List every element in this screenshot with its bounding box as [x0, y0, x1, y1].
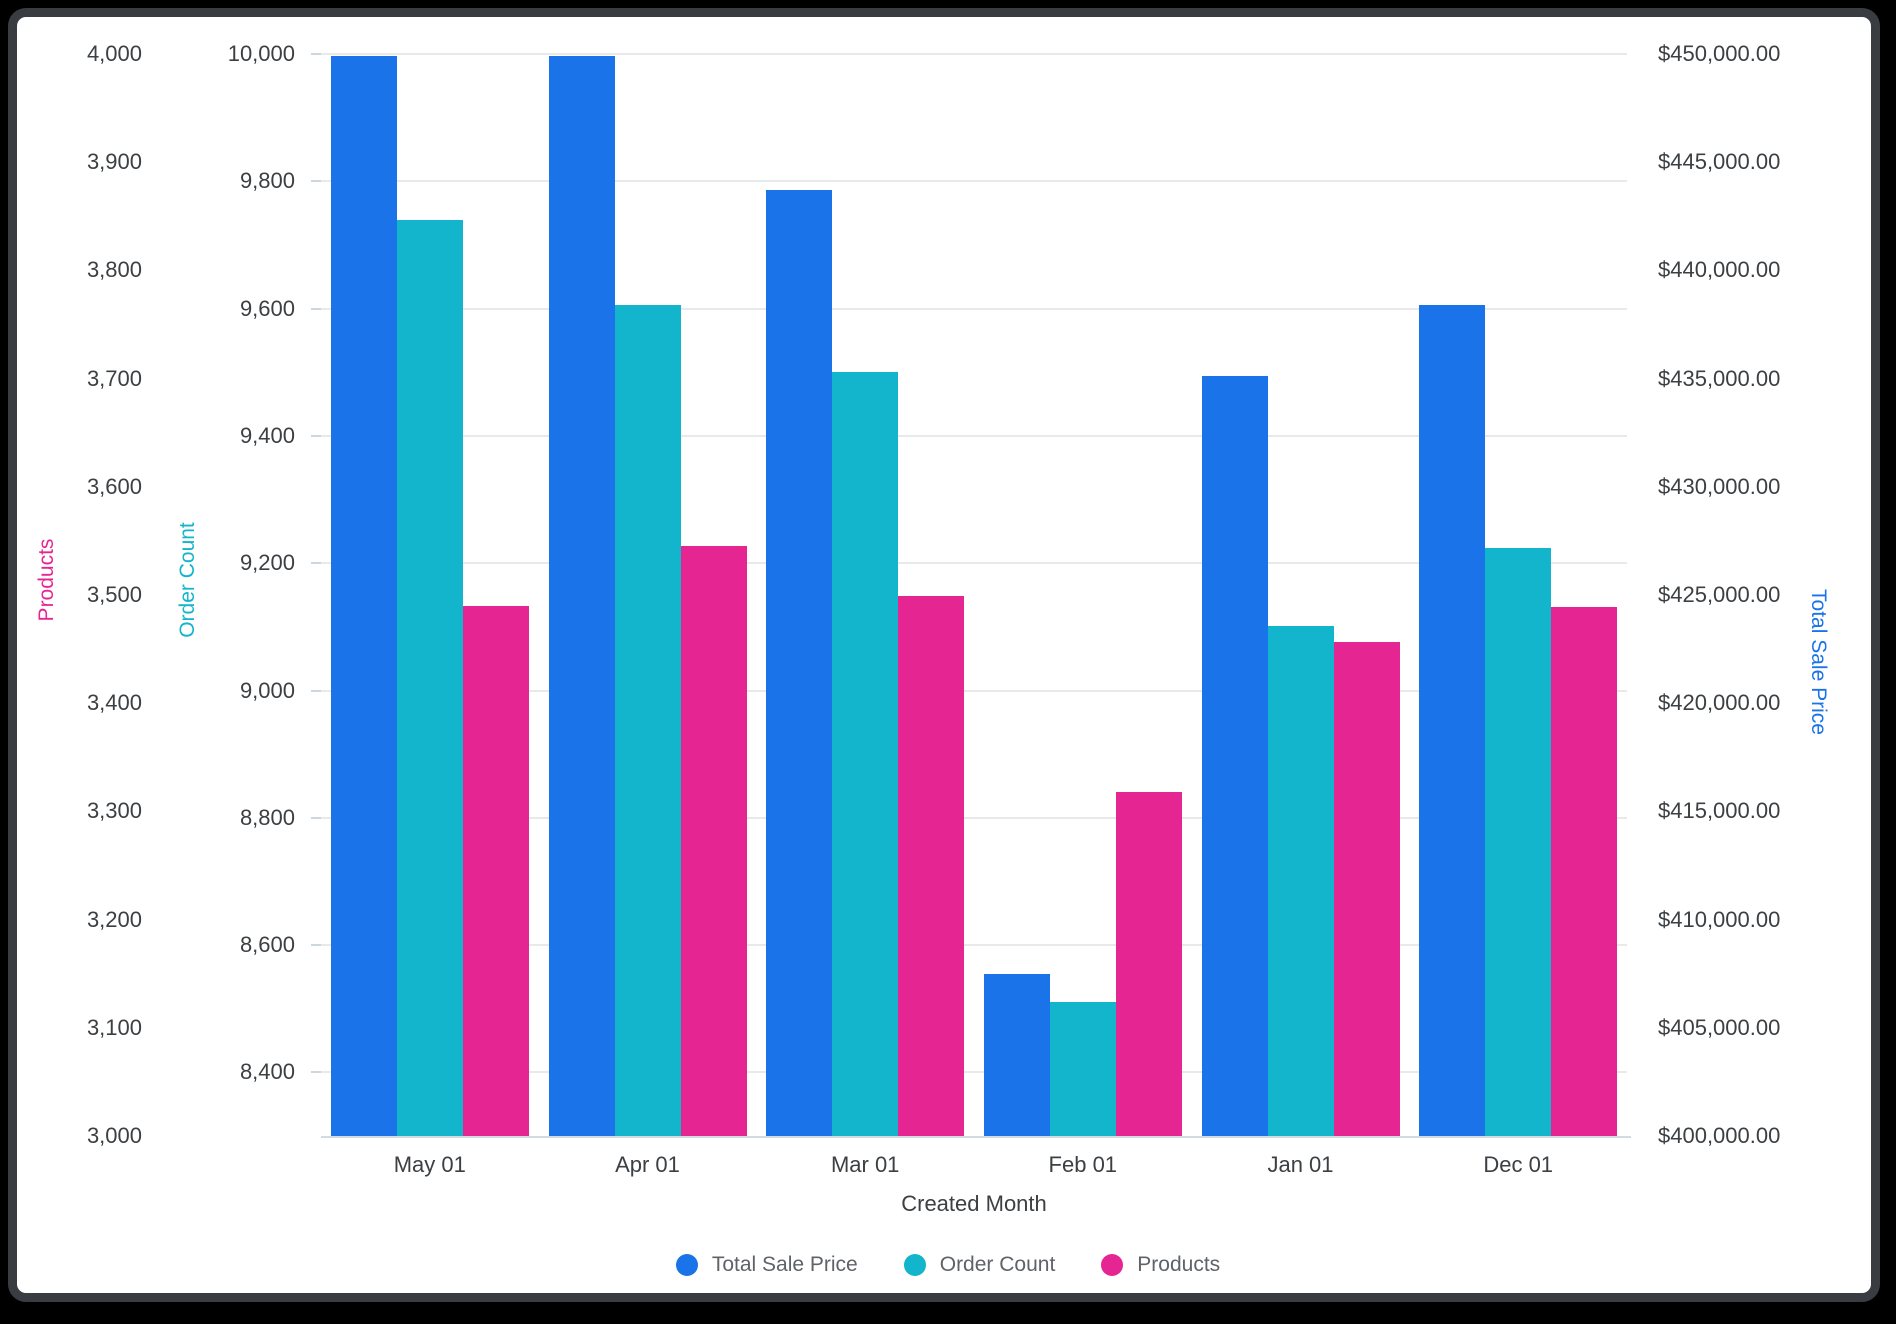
- bar-order-count-feb-01[interactable]: [1049, 1001, 1116, 1136]
- products-tick-label: 3,100: [86, 1014, 142, 1040]
- legend: Total Sale Price Order Count Products: [0, 1252, 1896, 1277]
- bar-products-apr-01[interactable]: [680, 546, 747, 1136]
- bar-order-count-mar-01[interactable]: [832, 371, 899, 1136]
- bar-order-count-jan-01[interactable]: [1267, 625, 1334, 1136]
- order-axis-tick: [311, 434, 321, 437]
- gridline: [321, 562, 1627, 565]
- gridline: [321, 944, 1627, 947]
- products-tick-label: 3,700: [86, 365, 142, 391]
- legend-label: Products: [1137, 1253, 1221, 1276]
- x-axis-title: Created Month: [901, 1191, 1047, 1216]
- bar-products-may-01[interactable]: [462, 605, 529, 1136]
- order-count-tick-label: 9,000: [239, 677, 295, 703]
- products-tick-label: 3,200: [86, 906, 142, 932]
- total-sale-price-tick-label: $440,000.00: [1658, 257, 1781, 283]
- x-tick-label-dec-01: Dec 01: [1483, 1152, 1554, 1177]
- products-tick-label: 3,800: [86, 257, 142, 283]
- total-sale-price-tick-label: $450,000.00: [1658, 41, 1781, 66]
- gridline: [321, 53, 1627, 55]
- order-axis-tick: [311, 562, 321, 565]
- bar-order-count-dec-01[interactable]: [1485, 547, 1552, 1136]
- total-sale-price-tick-label: $425,000.00: [1658, 582, 1781, 607]
- legend-dot-total-sale-price: [675, 1253, 698, 1276]
- order-axis-tick: [311, 1071, 321, 1074]
- order-count-tick-label: 8,400: [239, 1059, 295, 1085]
- bar-products-feb-01[interactable]: [1115, 791, 1182, 1136]
- bar-total-sale-price-dec-01[interactable]: [1419, 305, 1486, 1136]
- order-axis-tick: [311, 689, 321, 692]
- total-sale-price-tick-label: $400,000.00: [1658, 1123, 1781, 1148]
- y-axis-title-products: Products: [35, 538, 58, 622]
- order-count-tick-label: 9,200: [239, 550, 295, 576]
- total-sale-price-tick-label: $430,000.00: [1658, 473, 1781, 499]
- legend-item-total-sale-price[interactable]: Total Sale Price: [675, 1252, 858, 1277]
- total-sale-price-tick-label: $405,000.00: [1658, 1014, 1781, 1040]
- products-tick-label: 4,000: [86, 41, 142, 66]
- legend-dot-order-count: [903, 1253, 926, 1276]
- legend-item-order-count[interactable]: Order Count: [903, 1252, 1056, 1277]
- total-sale-price-tick-label: $410,000.00: [1658, 906, 1781, 932]
- order-count-tick-label: 9,400: [239, 422, 295, 448]
- bar-products-mar-01[interactable]: [898, 596, 965, 1136]
- products-tick-label: 3,000: [86, 1123, 142, 1148]
- bar-total-sale-price-jan-01[interactable]: [1201, 376, 1268, 1136]
- x-tick-label-feb-01: Feb 01: [1048, 1152, 1118, 1177]
- bar-total-sale-price-may-01[interactable]: [330, 56, 397, 1136]
- products-tick-label: 3,600: [86, 473, 142, 499]
- legend-label: Total Sale Price: [711, 1253, 858, 1276]
- x-tick-label-mar-01: Mar 01: [830, 1152, 900, 1177]
- gridline: [321, 816, 1627, 819]
- x-tick-label-apr-01: Apr 01: [615, 1152, 680, 1177]
- gridline: [321, 689, 1627, 692]
- x-tick-label-jan-01: Jan 01: [1267, 1152, 1334, 1177]
- bar-total-sale-price-mar-01[interactable]: [766, 190, 833, 1136]
- bar-total-sale-price-apr-01[interactable]: [548, 56, 615, 1136]
- bar-total-sale-price-feb-01[interactable]: [983, 973, 1050, 1136]
- gridline: [321, 1071, 1627, 1074]
- legend-item-products[interactable]: Products: [1101, 1252, 1220, 1277]
- order-axis-tick: [311, 816, 321, 819]
- order-count-tick-label: 9,600: [239, 295, 295, 321]
- total-sale-price-tick-label: $420,000.00: [1658, 690, 1781, 716]
- order-count-tick-label: 8,600: [239, 932, 295, 958]
- x-tick-label-may-01: May 01: [393, 1152, 466, 1177]
- bar-order-count-may-01[interactable]: [396, 220, 463, 1136]
- bar-products-jan-01[interactable]: [1333, 641, 1400, 1136]
- bar-products-dec-01[interactable]: [1551, 606, 1618, 1136]
- products-tick-label: 3,900: [86, 149, 142, 175]
- gridline: [321, 434, 1627, 437]
- order-axis-tick: [311, 180, 321, 183]
- total-sale-price-tick-label: $445,000.00: [1658, 149, 1781, 175]
- y-axis-title-order-count: Order Count: [176, 522, 199, 638]
- order-axis-tick: [311, 944, 321, 947]
- gridline: [321, 307, 1627, 310]
- bar-order-count-apr-01[interactable]: [614, 305, 681, 1136]
- order-count-tick-label: 8,800: [239, 804, 295, 830]
- total-sale-price-tick-label: $415,000.00: [1658, 798, 1781, 824]
- y-axis-title-total-sale-price: Total Sale Price: [1807, 589, 1830, 735]
- total-sale-price-tick-label: $435,000.00: [1658, 365, 1781, 391]
- order-axis-tick: [311, 307, 321, 310]
- legend-dot-products: [1101, 1253, 1124, 1276]
- products-tick-label: 3,300: [86, 798, 142, 824]
- products-tick-label: 3,500: [86, 582, 142, 607]
- order-count-tick-label: 10,000: [227, 41, 295, 66]
- order-count-tick-label: 9,800: [239, 168, 295, 194]
- legend-label: Order Count: [939, 1253, 1056, 1276]
- gridline: [321, 180, 1627, 183]
- x-axis-line: [321, 1136, 1631, 1138]
- products-tick-label: 3,400: [86, 690, 142, 716]
- order-axis-tick: [311, 53, 321, 55]
